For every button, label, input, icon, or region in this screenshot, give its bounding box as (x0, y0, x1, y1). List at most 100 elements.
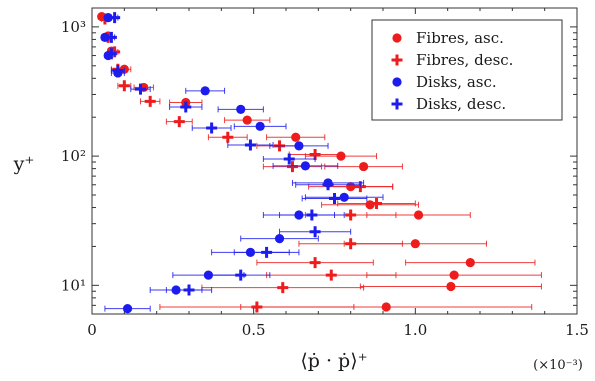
y-axis-label: y⁺ (13, 153, 35, 175)
data-point-marker (410, 239, 420, 249)
data-point-marker (261, 246, 273, 258)
data-point (217, 104, 264, 114)
data-point-marker (449, 270, 459, 280)
legend-entry: Fibres, desc. (391, 51, 513, 69)
series-disks-desc (105, 12, 368, 296)
data-point-marker (242, 115, 252, 125)
x-tick-label: 0.5 (242, 321, 266, 339)
data-point (165, 116, 193, 128)
data-point-marker (100, 32, 110, 42)
data-point (405, 257, 536, 268)
data-point-marker (345, 238, 357, 250)
x-tick-label: 0 (87, 321, 97, 339)
data-point (191, 122, 232, 134)
data-point-marker (118, 80, 130, 92)
data-point-marker (180, 101, 192, 113)
data-point-marker (345, 209, 357, 221)
plot-frame (91, 7, 578, 315)
data-point (256, 257, 374, 269)
data-point (224, 115, 271, 125)
legend-box (371, 19, 563, 121)
x-axis-label: ⟨ṗ · ṗ⟩⁺ (300, 350, 367, 372)
legend-entry: Fibres, asc. (392, 29, 504, 47)
data-point (185, 86, 226, 96)
data-point-marker (359, 161, 369, 172)
data-point-marker (446, 281, 456, 292)
y-tick-label: 10³ (61, 18, 86, 36)
chart-axes: 0 0.5 1.0 1.5 10¹ 10² 10³ (61, 8, 589, 339)
data-point (105, 31, 117, 43)
data-point-marker (274, 233, 285, 244)
data-point-marker (173, 116, 185, 128)
data-point (109, 12, 121, 24)
data-point (201, 282, 365, 294)
data-point-marker (283, 153, 295, 165)
data-point (272, 161, 339, 171)
data-point (105, 48, 117, 60)
legend-label: Disks, asc. (416, 73, 497, 91)
series-fibres-desc (99, 13, 416, 313)
legend-label: Fibres, asc. (416, 29, 504, 47)
data-point-marker (381, 302, 391, 312)
legend-label: Fibres, desc. (416, 51, 513, 69)
data-point (269, 141, 329, 151)
data-point-marker (203, 270, 213, 280)
data-point (240, 233, 319, 244)
data-point (279, 226, 352, 238)
data-point-marker (286, 161, 298, 173)
data-point (227, 139, 274, 151)
data-point (233, 246, 300, 258)
data-point (266, 132, 326, 142)
legend-entry: Disks, desc. (391, 95, 506, 113)
data-point-marker (244, 139, 256, 151)
data-point-marker (306, 209, 318, 221)
data-point-marker (109, 12, 121, 24)
data-point-marker (200, 86, 210, 96)
data-point-marker (105, 31, 117, 43)
data-point-marker (322, 179, 334, 191)
data-point-marker (309, 257, 321, 269)
data-point (159, 301, 355, 313)
y-tick-label: 10² (61, 147, 86, 165)
data-point (262, 161, 323, 173)
y-tick-label: 10¹ (61, 276, 86, 294)
data-point (140, 95, 161, 107)
data-point (117, 80, 132, 92)
legend-marker (391, 98, 403, 110)
data-point (301, 192, 368, 204)
data-point (324, 161, 403, 172)
data-point-marker (105, 48, 117, 60)
data-point-marker (309, 226, 321, 238)
data-point-marker (329, 192, 340, 204)
data-point-marker (183, 284, 195, 296)
data-point (359, 281, 542, 292)
data-point-marker (222, 131, 234, 143)
data-point-marker (294, 141, 304, 151)
data-point-marker (371, 197, 383, 209)
data-point-marker (122, 304, 133, 314)
x-tick-label: 1.0 (403, 321, 427, 339)
data-point (211, 269, 271, 281)
data-point (207, 131, 248, 143)
data-point (110, 64, 125, 76)
data-point-marker (413, 210, 424, 220)
data-point-marker (236, 104, 246, 114)
data-point-marker (112, 64, 124, 76)
legend-marker (392, 77, 402, 87)
data-point-marker (325, 269, 337, 281)
data-point (130, 83, 151, 95)
data-point (321, 200, 420, 210)
legend-entry: Disks, asc. (392, 73, 497, 91)
data-point (104, 304, 151, 314)
x-tick-label: 1.5 (565, 321, 589, 339)
x-axis-multiplier: (×10⁻³) (533, 358, 583, 373)
data-point-marker (251, 301, 263, 313)
legend-label: Disks, desc. (416, 95, 506, 113)
series-disks-asc (100, 12, 384, 314)
chart-marks (97, 12, 542, 314)
data-point-marker (277, 282, 289, 294)
legend-marker (392, 33, 402, 43)
data-point (304, 192, 384, 202)
data-point (337, 197, 416, 209)
